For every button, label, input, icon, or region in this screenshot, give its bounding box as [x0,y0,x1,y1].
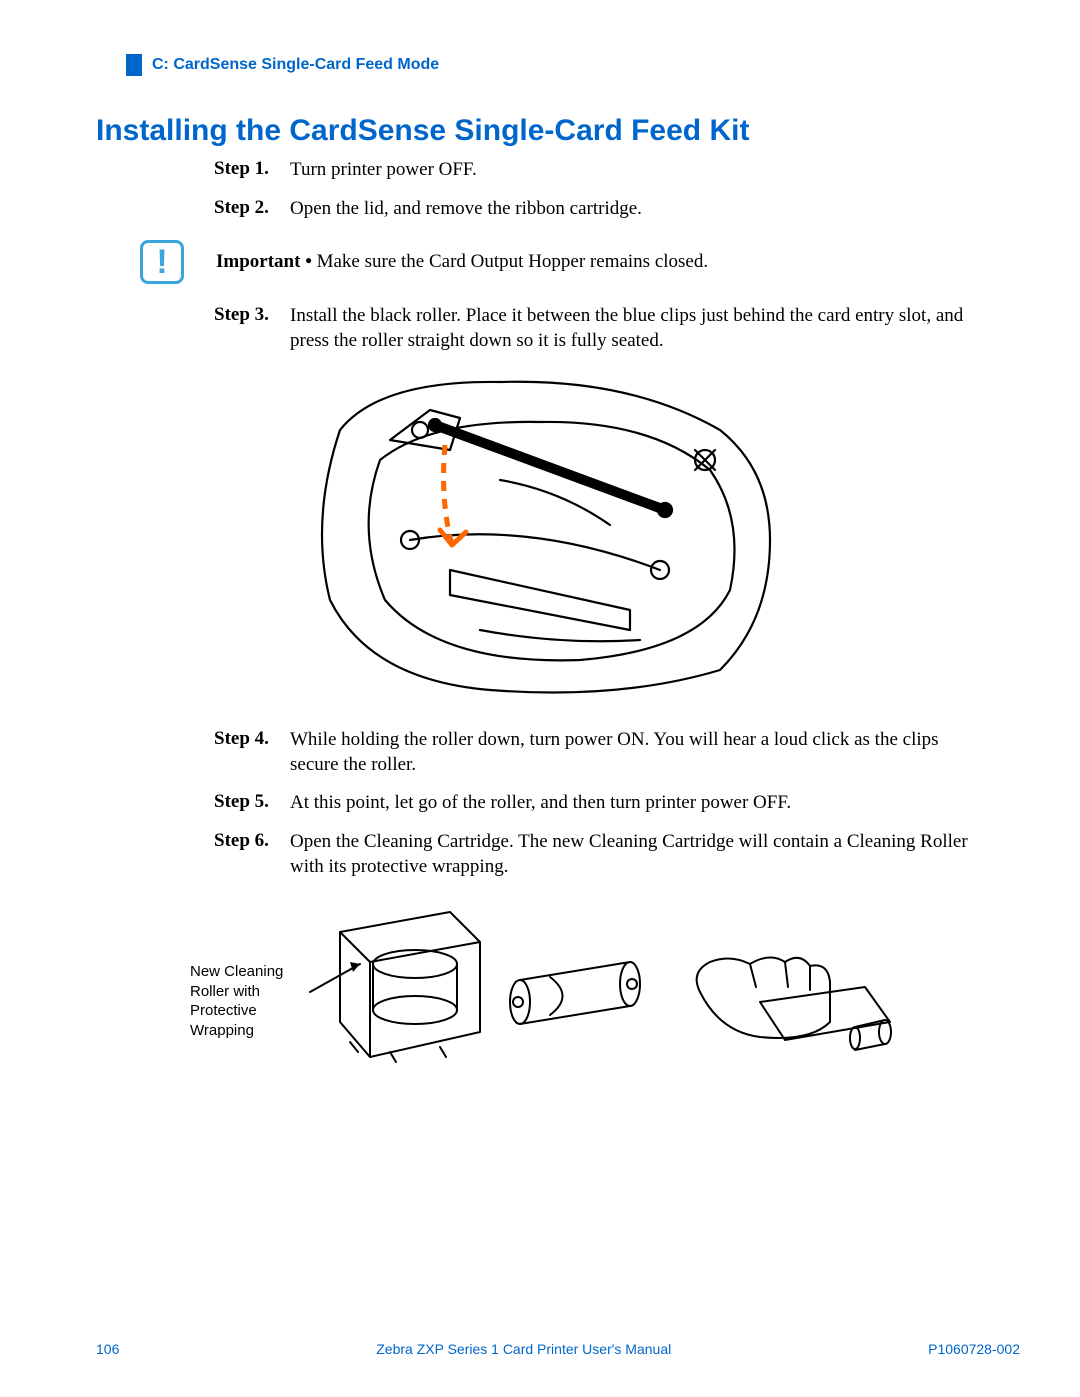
step-text: Install the black roller. Place it betwe… [290,304,974,353]
step-row: Step 3. Install the black roller. Place … [214,304,974,353]
step-label: Step 3. [214,304,290,353]
step-label: Step 4. [214,728,290,777]
steps-group-mid: Step 3. Install the black roller. Place … [214,304,974,367]
step-label: Step 6. [214,830,290,879]
figure-roller-install [300,370,790,710]
steps-group-top: Step 1. Turn printer power OFF. Step 2. … [214,158,974,235]
section-label: C: CardSense Single-Card Feed Mode [152,56,439,74]
step-text: At this point, let go of the roller, and… [290,791,791,816]
important-callout: ! Important • Make sure the Card Output … [140,240,970,284]
important-body: Make sure the Card Output Hopper remains… [317,251,709,272]
step-row: Step 6. Open the Cleaning Cartridge. The… [214,830,974,879]
step-row: Step 2. Open the lid, and remove the rib… [214,197,974,222]
step-row: Step 5. At this point, let go of the rol… [214,791,974,816]
step-text: While holding the roller down, turn powe… [290,728,974,777]
figure-callout-label: New Cleaning Roller with Protective Wrap… [190,962,310,1040]
important-text: Important • Make sure the Card Output Ho… [216,251,708,273]
page-title: Installing the CardSense Single-Card Fee… [96,114,749,148]
step-label: Step 2. [214,197,290,222]
step-text: Turn printer power OFF. [290,158,477,183]
step-row: Step 4. While holding the roller down, t… [214,728,974,777]
step-label: Step 5. [214,791,290,816]
page-number: 106 [96,1341,119,1357]
page-header: C: CardSense Single-Card Feed Mode [126,54,439,76]
important-icon: ! [140,240,184,284]
manual-title: Zebra ZXP Series 1 Card Printer User's M… [376,1341,671,1357]
important-label: Important • [216,251,317,272]
step-text: Open the lid, and remove the ribbon cart… [290,197,642,222]
step-label: Step 1. [214,158,290,183]
step-row: Step 1. Turn printer power OFF. [214,158,974,183]
steps-group-bottom: Step 4. While holding the roller down, t… [214,728,974,893]
step-text: Open the Cleaning Cartridge. The new Cle… [290,830,974,879]
page-footer: 106 Zebra ZXP Series 1 Card Printer User… [96,1341,1020,1357]
header-accent-block [126,54,142,76]
figure-cleaning-cartridge: New Cleaning Roller with Protective Wrap… [190,892,910,1092]
doc-number: P1060728-002 [928,1341,1020,1357]
